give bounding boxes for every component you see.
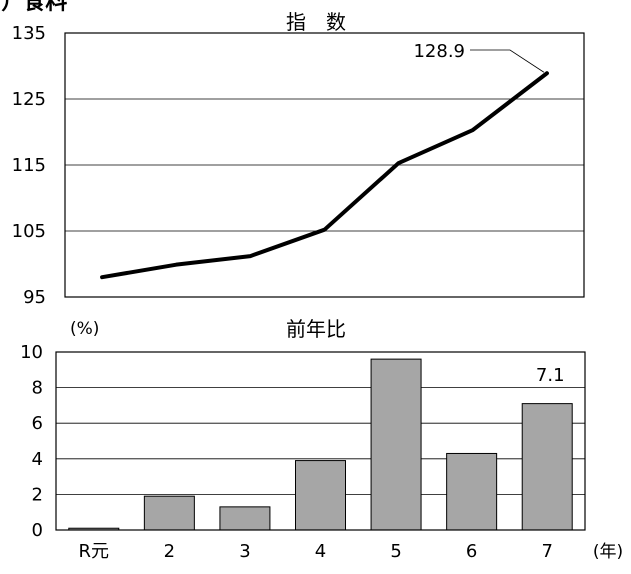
line-data-point bbox=[101, 276, 104, 279]
bar-value-label: 7.1 bbox=[536, 365, 565, 386]
bar-chart: 前年比 (%) 0 2 4 6 8 10 7.1 R元 2 3 4 5 6 7 (年) bbox=[20, 317, 623, 562]
section-header: 1）食料 bbox=[0, 0, 67, 15]
bar-xtick-label: 3 bbox=[239, 541, 250, 562]
bar-xtick-label: 7 bbox=[541, 541, 552, 562]
bar-ytick-label: 4 bbox=[32, 449, 43, 470]
bar-xtick-label: 6 bbox=[466, 541, 477, 562]
line-value-label: 128.9 bbox=[413, 41, 465, 62]
line-data-point bbox=[249, 255, 252, 258]
line-ytick-label: 105 bbox=[12, 221, 46, 242]
bar-chart-xunit: (年) bbox=[593, 542, 623, 562]
bar-xtick-label: 2 bbox=[164, 541, 175, 562]
bar bbox=[371, 359, 421, 530]
bar-ytick-label: 6 bbox=[32, 413, 43, 434]
bar-chart-title: 前年比 bbox=[286, 317, 346, 341]
bar-xtick-label: 4 bbox=[315, 541, 326, 562]
bar-xtick-label: R元 bbox=[79, 541, 110, 562]
line-data-point bbox=[397, 162, 400, 165]
bar-ytick-label: 10 bbox=[20, 342, 43, 363]
line-ytick-label: 115 bbox=[12, 155, 46, 176]
bar bbox=[522, 404, 572, 530]
line-data-point bbox=[323, 228, 326, 231]
bar-ytick-label: 0 bbox=[32, 520, 43, 541]
bar bbox=[144, 496, 194, 530]
line-data-point bbox=[175, 263, 178, 266]
line-data-point bbox=[471, 129, 474, 132]
line-chart-title: 指 数 bbox=[286, 10, 346, 34]
bar-ytick-label: 2 bbox=[32, 484, 43, 505]
line-ytick-label: 95 bbox=[23, 287, 46, 308]
line-ytick-label: 135 bbox=[12, 23, 46, 44]
bar-ytick-label: 8 bbox=[32, 378, 43, 399]
line-label-leader bbox=[470, 50, 544, 72]
line-ytick-label: 125 bbox=[12, 89, 46, 110]
bar-chart-ylabel: (%) bbox=[70, 319, 99, 339]
bar bbox=[296, 461, 346, 530]
bar-xtick-label: 5 bbox=[390, 541, 401, 562]
line-data-point bbox=[545, 72, 548, 75]
bar bbox=[447, 453, 497, 530]
line-series-path bbox=[102, 73, 547, 277]
line-chart: 指 数 95 105 115 125 135 128.9 bbox=[12, 10, 584, 308]
bar bbox=[220, 507, 270, 530]
